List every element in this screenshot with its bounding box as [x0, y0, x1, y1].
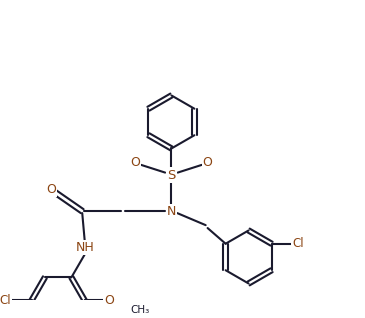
- Text: NH: NH: [75, 241, 94, 254]
- Text: O: O: [130, 156, 140, 169]
- Text: O: O: [203, 156, 212, 169]
- Text: N: N: [167, 205, 176, 218]
- Text: CH₃: CH₃: [130, 305, 150, 315]
- Text: O: O: [46, 183, 56, 196]
- Text: Cl: Cl: [0, 294, 11, 307]
- Text: O: O: [104, 294, 114, 307]
- Text: S: S: [167, 169, 176, 182]
- Text: Cl: Cl: [292, 237, 304, 250]
